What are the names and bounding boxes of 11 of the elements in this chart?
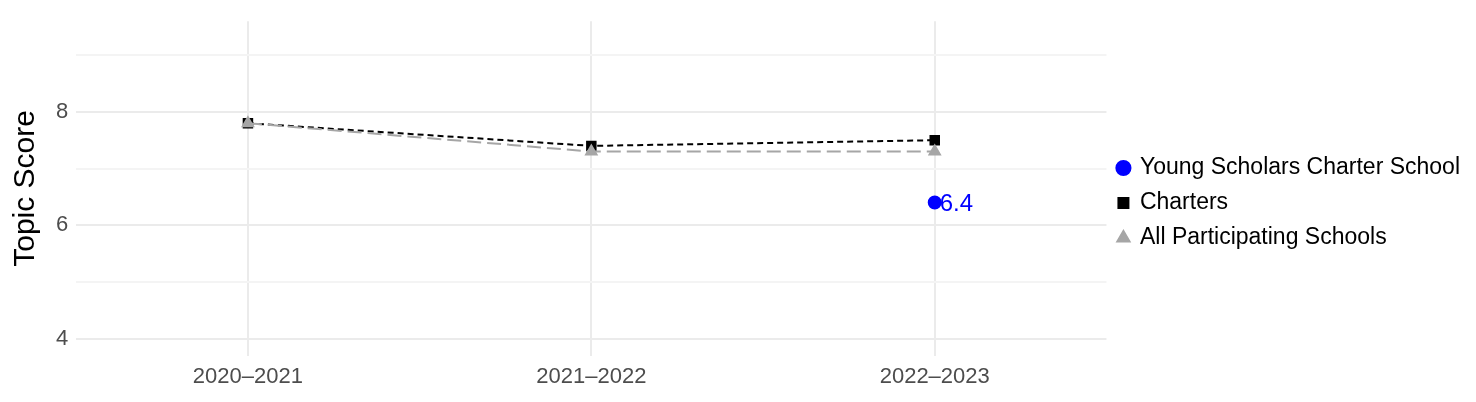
y-tick-label: 6 (55, 211, 69, 237)
x-tick-label: 2020–2021 (192, 362, 303, 388)
legend-label: Young Scholars Charter School (1139, 153, 1461, 180)
data-label: 6.4 (939, 189, 974, 217)
y-tick-label: 4 (55, 324, 69, 350)
x-tick-label: 2021–2022 (536, 362, 647, 388)
legend-label: All Participating Schools (1139, 223, 1387, 250)
y-axis-title: Topic Score (7, 110, 41, 267)
y-tick-label: 8 (55, 97, 69, 123)
legend-label: Charters (1139, 188, 1229, 215)
x-tick-label: 2022–2023 (879, 362, 990, 388)
